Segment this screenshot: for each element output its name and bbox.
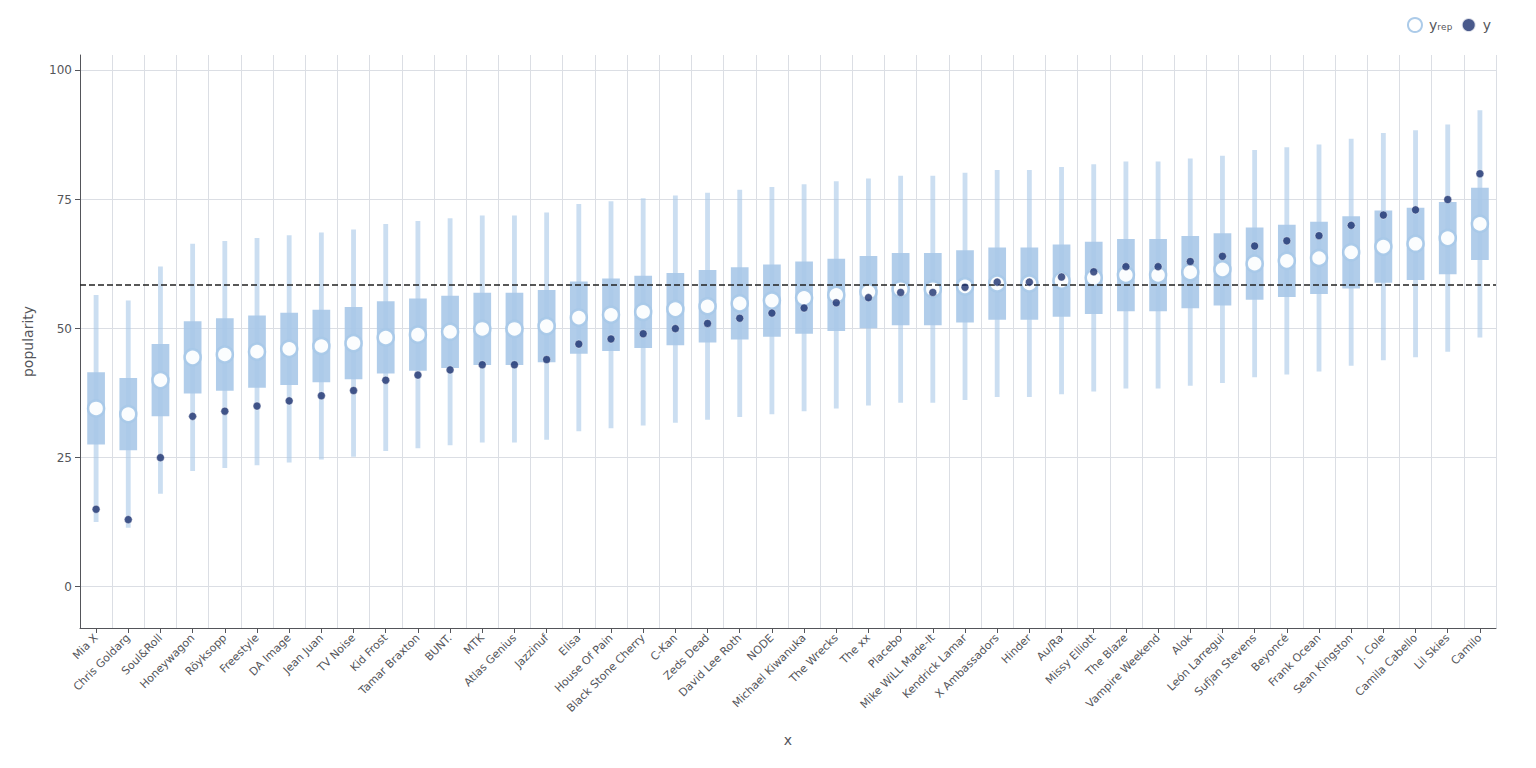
svg-text:popularity: popularity	[20, 306, 36, 377]
svg-text:Vampire Weekend: Vampire Weekend	[1083, 631, 1162, 710]
svg-text:50: 50	[57, 322, 72, 336]
svg-text:x: x	[784, 732, 792, 748]
svg-text:Placebo: Placebo	[865, 631, 906, 671]
svg-text:The Wrecks: The Wrecks	[786, 631, 841, 686]
svg-text:Elisa: Elisa	[556, 631, 583, 658]
svg-text:Freestyle: Freestyle	[217, 631, 262, 676]
svg-text:Sufjan Stevens: Sufjan Stevens	[1192, 631, 1260, 699]
svg-text:Hinder: Hinder	[999, 631, 1034, 666]
svg-text:David Lee Roth: David Lee Roth	[676, 631, 744, 699]
svg-text:Mike WiLL Made-It: Mike WiLL Made-It	[857, 631, 938, 711]
svg-text:Tamar Braxton: Tamar Braxton	[356, 631, 423, 698]
svg-text:Missy Elliott: Missy Elliott	[1043, 631, 1099, 687]
svg-text:DA Image: DA Image	[246, 631, 294, 679]
svg-text:The xx: The xx	[837, 631, 874, 667]
svg-text:25: 25	[57, 451, 72, 465]
svg-text:BUNT.: BUNT.	[422, 631, 454, 663]
svg-text:0: 0	[64, 580, 72, 594]
svg-text:100: 100	[49, 63, 72, 77]
svg-text:Honeywagon: Honeywagon	[137, 631, 197, 691]
svg-text:Chris Goldarg: Chris Goldarg	[70, 631, 133, 694]
svg-text:Atlas Genius: Atlas Genius	[461, 631, 519, 689]
svg-text:y: y	[1483, 17, 1491, 33]
svg-text:Sean Kingston: Sean Kingston	[1291, 631, 1356, 696]
svg-text:Beyoncé: Beyoncé	[1248, 631, 1292, 674]
svg-text:NODE: NODE	[744, 631, 777, 664]
svg-text:House Of Pain: House Of Pain	[552, 631, 616, 695]
svg-text:Black Stone Cherry: Black Stone Cherry	[564, 631, 648, 715]
svg-text:Alok: Alok	[1169, 631, 1195, 657]
svg-text:X Ambassadors: X Ambassadors	[932, 631, 1002, 701]
svg-text:75: 75	[57, 193, 72, 207]
svg-text:MTK: MTK	[461, 631, 487, 657]
svg-text:Mia X: Mia X	[70, 631, 101, 662]
svg-text:Camila Cabello: Camila Cabello	[1353, 631, 1421, 699]
svg-text:Röyksopp: Röyksopp	[182, 631, 230, 679]
svg-text:Camilo: Camilo	[1448, 631, 1484, 667]
svg-text:yᵣₑₚ: yᵣₑₚ	[1429, 17, 1453, 33]
svg-text:Zeds Dead: Zeds Dead	[661, 631, 713, 683]
svg-text:Au/Ra: Au/Ra	[1034, 631, 1067, 664]
svg-text:J. Cole: J. Cole	[1354, 631, 1388, 665]
svg-text:Lil Skies: Lil Skies	[1412, 631, 1453, 672]
svg-text:Jean Juan: Jean Juan	[280, 631, 326, 677]
svg-text:Soul&Roll: Soul&Roll	[118, 631, 166, 678]
svg-text:Kendrick Lamar: Kendrick Lamar	[899, 631, 970, 702]
svg-text:Kid Frost: Kid Frost	[347, 631, 391, 674]
svg-text:The Blaze: The Blaze	[1083, 631, 1131, 679]
svg-text:TV Noise: TV Noise	[314, 631, 359, 675]
svg-text:Jazzinuf: Jazzinuf	[511, 631, 552, 672]
svg-text:C-Kan: C-Kan	[647, 631, 680, 664]
svg-text:Frank Ocean: Frank Ocean	[1265, 631, 1324, 690]
svg-text:León Larregui: León Larregui	[1164, 631, 1228, 694]
svg-text:Michael Kiwanuka: Michael Kiwanuka	[729, 631, 809, 711]
